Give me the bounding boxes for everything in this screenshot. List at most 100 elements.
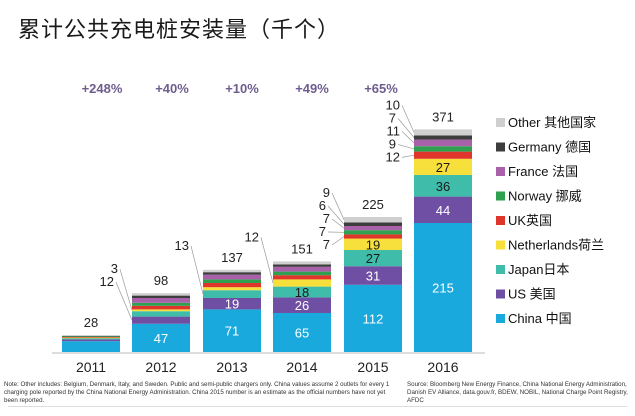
bar-segment-2011-3 [62,337,120,339]
segment-label: 36 [436,179,450,194]
bar-segment-2013-0 [203,309,261,352]
bar-segment-2013-7 [203,272,261,275]
bar-segment-2013-6 [203,274,261,280]
bar-segment-2015-4 [344,234,402,239]
bar-segment-2014-5 [273,271,331,276]
bar-segment-2012-5 [132,302,190,306]
bar-segment-2011-4 [62,337,120,338]
bar-segment-2012-2 [132,311,190,317]
segment-label: 13 [175,238,189,253]
bar-segment-2014-1 [273,297,331,313]
bar-segment-2012-8 [132,293,190,296]
source-note: Source: Bloomberg New Energy Finance, Ch… [407,381,628,404]
bar-segment-2015-0 [344,284,402,352]
legend-label: China 中国 [508,311,572,326]
leader-line [260,237,274,284]
leader-line [115,282,133,321]
segment-label: 27 [366,251,380,266]
x-tick-label: 2014 [286,359,317,375]
legend-label: Other 其他国家 [508,115,596,130]
bar-segment-2011-1 [62,339,120,342]
segment-label: 10 [386,97,400,112]
leader-line [327,205,345,225]
bar-segment-2016-8 [414,129,472,136]
total-label: 225 [362,197,384,212]
segment-label: 6 [319,198,326,213]
segment-label: 112 [363,311,384,326]
bar-segment-2016-5 [414,146,472,152]
segment-label: 9 [389,136,396,151]
bar-segment-2014-3 [273,279,331,287]
growth-label: +49% [295,81,329,96]
bar-segment-2016-1 [414,196,472,223]
bar-segment-2016-3 [414,158,472,175]
bar-segment-2015-1 [344,266,402,285]
total-label: 28 [84,315,98,330]
bar-segment-2012-6 [132,298,190,303]
bar-segment-2016-6 [414,139,472,147]
bar-segment-2013-1 [203,298,261,310]
footnote: Note: Other includes: Belgium, Denmark, … [4,381,390,404]
segment-label: 9 [323,185,330,200]
segment-label: 7 [319,224,326,239]
leader-line [190,245,204,295]
segment-label: 31 [366,269,380,284]
total-label: 98 [154,273,168,288]
bar-segment-2011-5 [62,336,120,337]
bar-segment-2016-0 [414,223,472,352]
leader-line [401,154,415,158]
legend-label: UK英国 [508,213,552,228]
bar-segment-2012-1 [132,316,190,324]
bar-segment-2014-6 [273,266,331,272]
legend-label: Japan日本 [508,262,569,277]
growth-label: +65% [364,81,398,96]
bar-segment-2013-4 [203,283,261,288]
bar-segment-2011-8 [62,335,120,336]
bar-segment-2015-7 [344,222,402,226]
legend-swatch [496,265,505,274]
segment-label: 12 [100,274,114,289]
legend-swatch [496,314,505,323]
segment-label: 47 [154,331,168,346]
bar-segment-2015-6 [344,226,402,231]
legend-swatch [496,240,505,250]
bar-segment-2011-0 [62,341,120,352]
legend-swatch [496,142,505,152]
leader-line [401,105,415,133]
segment-label: 19 [225,297,239,312]
legend-swatch [496,191,505,201]
segment-label: 7 [323,211,330,226]
legend-label: France 法国 [508,164,578,179]
bar-segment-2012-3 [132,309,190,312]
total-label: 137 [221,250,243,265]
bar-segment-2012-4 [132,305,190,310]
bar-segment-2014-0 [273,313,331,352]
leader-line [401,131,415,144]
bar-segment-2015-5 [344,230,402,235]
segment-label: 12 [386,149,400,164]
leader-line [331,236,345,246]
legend-label: Netherlands荷兰 [508,238,604,253]
legend-swatch [496,216,505,225]
segment-label: 3 [111,261,118,276]
segment-label: 19 [366,237,380,252]
segment-label: 44 [436,203,450,218]
bar-segment-2013-5 [203,279,261,283]
bar-segment-2014-7 [273,264,331,267]
x-tick-label: 2015 [357,359,388,375]
x-tick-label: 2013 [216,359,247,375]
x-tick-label: 2011 [76,359,106,375]
segment-label: 7 [323,237,330,252]
bar-segment-2016-4 [414,151,472,159]
bar-segment-2013-8 [203,269,261,273]
bar-segment-2014-8 [273,261,331,265]
bar-segment-2015-8 [344,217,402,223]
segment-label: 215 [432,281,454,296]
legend-swatch [496,118,505,127]
segment-label: 7 [389,110,396,125]
divider [8,406,627,407]
growth-label: +40% [155,81,189,96]
bar-segment-2016-7 [414,135,472,140]
bar-segment-2016-2 [414,175,472,197]
